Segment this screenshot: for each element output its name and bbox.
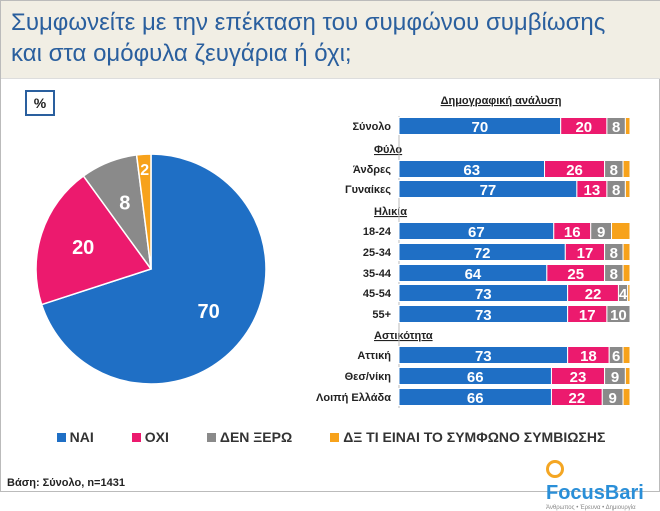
bar-value-label: 70	[472, 119, 489, 136]
bar-value-label: 6	[612, 348, 620, 365]
bar-segment	[622, 264, 631, 282]
category-label: 35-44	[363, 268, 392, 280]
legend-label: ΔΕΝ ΞΕΡΩ	[219, 429, 293, 445]
bar-value-label: 77	[480, 182, 497, 199]
legend-item: ΔΕΝ ΞΕΡΩ	[206, 429, 293, 445]
category-label: Θεσ/νίκη	[345, 371, 392, 383]
legend-swatch	[56, 433, 66, 442]
bar-value-label: 67	[468, 224, 485, 241]
bar-value-label: 72	[474, 245, 491, 262]
bar-value-label: 73	[475, 348, 492, 365]
bar-value-label: 8	[610, 162, 618, 179]
pie-slice	[40, 153, 267, 385]
legend: ΝΑΙ ΟΧΙ ΔΕΝ ΞΕΡΩ ΔΞ ΤΙ ΕΙΝΑΙ ΤΟ ΣΥΜΦΩΝΟ ΣΥΜ…	[1, 429, 660, 445]
legend-swatch	[131, 433, 141, 442]
group-label: Ηλικία	[374, 206, 407, 218]
category-label: Άνδρες	[353, 164, 391, 176]
bar-segment	[627, 284, 631, 302]
bar-segment	[624, 367, 631, 385]
title-line-1: Συμφωνείτε με την επέκταση του συμφώνου …	[11, 9, 606, 36]
bar-segment	[622, 346, 631, 364]
legend-label: ΟΧΙ	[144, 429, 169, 445]
bar-chart-title: Δημογραφική ανάλυση	[441, 95, 562, 107]
category-label: Γυναίκες	[345, 184, 391, 196]
pie-label: 20	[72, 237, 94, 259]
bar-value-label: 20	[575, 119, 592, 136]
bar-value-label: 13	[584, 182, 601, 199]
legend-item: ΔΞ ΤΙ ΕΙΝΑΙ ΤΟ ΣΥΜΦΩΝΟ ΣΥΜΒΙΩΣΗΣ	[330, 429, 605, 445]
bar-value-label: 18	[580, 348, 597, 365]
bar-value-label: 4	[619, 286, 628, 303]
base-note: Βάση: Σύνολο, n=1431	[7, 477, 125, 489]
legend-label: ΝΑΙ	[69, 429, 94, 445]
legend-swatch	[206, 433, 216, 442]
percent-label: %	[25, 90, 55, 116]
bar-value-label: 64	[465, 266, 482, 283]
category-label: Λοιπή Ελλάδα	[316, 392, 391, 404]
group-label: Φύλο	[374, 144, 402, 156]
legend-item: ΟΧΙ	[131, 429, 169, 445]
bar-value-label: 9	[611, 369, 619, 386]
bar-value-label: 8	[610, 266, 618, 283]
pie-label: 70	[198, 301, 220, 323]
bar-value-label: 8	[612, 182, 620, 199]
bar-value-label: 16	[564, 224, 581, 241]
bar-segment	[622, 243, 631, 261]
bar-segment	[622, 160, 631, 178]
bar-value-label: 22	[585, 286, 602, 303]
category-label: 18-24	[363, 226, 392, 238]
bar-value-label: 63	[463, 162, 480, 179]
legend-item: ΝΑΙ	[56, 429, 94, 445]
category-label: Σύνολο	[352, 121, 391, 133]
category-label: 55+	[372, 309, 391, 321]
pie-slice	[35, 174, 153, 306]
bar-value-label: 66	[467, 390, 484, 407]
pie-label: 2	[140, 162, 149, 179]
pie-slice	[135, 153, 152, 270]
bar-segment	[624, 117, 631, 135]
bar-value-label: 9	[597, 224, 605, 241]
category-label: 25-34	[363, 247, 392, 259]
group-label: Αστικότητα	[374, 330, 433, 342]
bar-value-label: 8	[610, 245, 618, 262]
bar-value-label: 23	[570, 369, 587, 386]
focusbari-logo: FocusBari Άνθρωπος • Έρευνα • Δημιουργία	[546, 459, 659, 511]
bar-value-label: 22	[569, 390, 586, 407]
bar-value-label: 17	[577, 245, 594, 262]
bar-value-label: 8	[612, 119, 620, 136]
bar-segment	[624, 180, 631, 198]
bar-segment	[611, 222, 631, 240]
bar-segment	[606, 305, 631, 323]
bar-segment	[622, 388, 631, 406]
pie-label: 8	[119, 193, 130, 215]
legend-label: ΔΞ ΤΙ ΕΙΝΑΙ ΤΟ ΣΥΜΦΩΝΟ ΣΥΜΒΙΩΣΗΣ	[343, 429, 606, 445]
bar-value-label: 26	[566, 162, 583, 179]
bar-value-label: 9	[609, 390, 617, 407]
bar-value-label: 73	[475, 286, 492, 303]
category-label: 45-54	[363, 288, 392, 300]
chart-title: Συμφωνείτε με την επέκταση του συμφώνου …	[1, 1, 660, 79]
bar-value-label: 17	[579, 307, 596, 324]
bar-value-label: 73	[475, 307, 492, 324]
legend-swatch	[330, 433, 340, 442]
bar-value-label: 66	[467, 369, 484, 386]
bar-value-label: 10	[610, 307, 627, 324]
category-label: Αττική	[357, 350, 391, 362]
bar-value-label: 25	[567, 266, 584, 283]
title-line-2: και στα ομόφυλα ζευγάρια ή όχι;	[11, 40, 352, 67]
